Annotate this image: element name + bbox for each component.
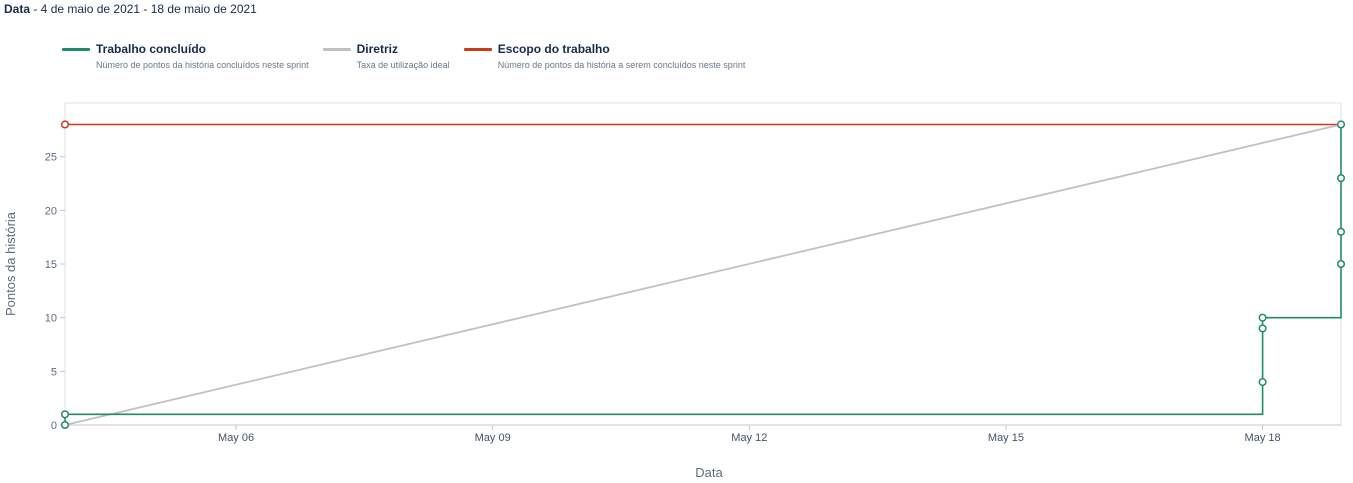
data-point-trabalho-concluido (60, 420, 70, 430)
data-point-trabalho-concluido (60, 410, 70, 419)
y-tick-label: 5 (51, 366, 57, 378)
data-point-trabalho-concluido (1258, 313, 1267, 322)
y-tick-label: 15 (45, 259, 57, 271)
legend-item-guideline[interactable]: Diretriz Taxa de utilização ideal (322, 41, 450, 72)
y-tick-label: 25 (45, 152, 57, 164)
x-tick-label: May 12 (731, 432, 767, 444)
legend-desc-guideline: Taxa de utilização ideal (356, 60, 450, 70)
data-point-trabalho-concluido (1336, 259, 1346, 269)
legend-name-guideline: Diretriz (356, 42, 398, 56)
chart-legend: Trabalho concluído Número de pontos da h… (62, 41, 759, 72)
legend-item-completed[interactable]: Trabalho concluído Número de pontos da h… (62, 41, 309, 72)
legend-swatch-completed (62, 48, 90, 51)
y-tick-label: 20 (45, 205, 57, 217)
legend-name-completed: Trabalho concluído (96, 42, 207, 56)
data-point-escopo-do-trabalho (60, 120, 70, 129)
legend-swatch-guideline (322, 48, 351, 51)
x-tick-label: May 06 (218, 432, 254, 444)
x-tick-label: May 18 (1245, 432, 1281, 444)
date-label: Data (4, 2, 31, 16)
date-range-text: - 4 de maio de 2021 - 18 de maio de 2021 (30, 2, 257, 16)
legend-item-scope[interactable]: Escopo do trabalho Número de pontos da h… (463, 41, 746, 72)
legend-desc-scope: Número de pontos da história a serem con… (497, 60, 746, 70)
data-point-trabalho-concluido (1258, 324, 1267, 333)
data-point-trabalho-concluido (1336, 227, 1346, 236)
data-point-trabalho-concluido (1336, 174, 1346, 183)
data-point-trabalho-concluido (1258, 378, 1267, 387)
x-axis-label: Data (695, 465, 723, 480)
x-tick-label: May 09 (475, 432, 511, 444)
legend-desc-completed: Número de pontos da história concluídos … (96, 60, 309, 70)
y-axis-label: Pontos da história (3, 211, 18, 316)
data-point-trabalho-concluido (1336, 120, 1346, 129)
series-line-diretriz (64, 123, 1342, 426)
plot-frame (64, 102, 1342, 426)
y-tick-label: 0 (51, 420, 57, 432)
date-range-header: Data - 4 de maio de 2021 - 18 de maio de… (4, 2, 257, 16)
legend-name-scope: Escopo do trabalho (497, 42, 610, 56)
x-tick-label: May 15 (988, 432, 1024, 444)
legend-swatch-scope (463, 48, 492, 51)
y-tick-label: 10 (45, 313, 57, 325)
